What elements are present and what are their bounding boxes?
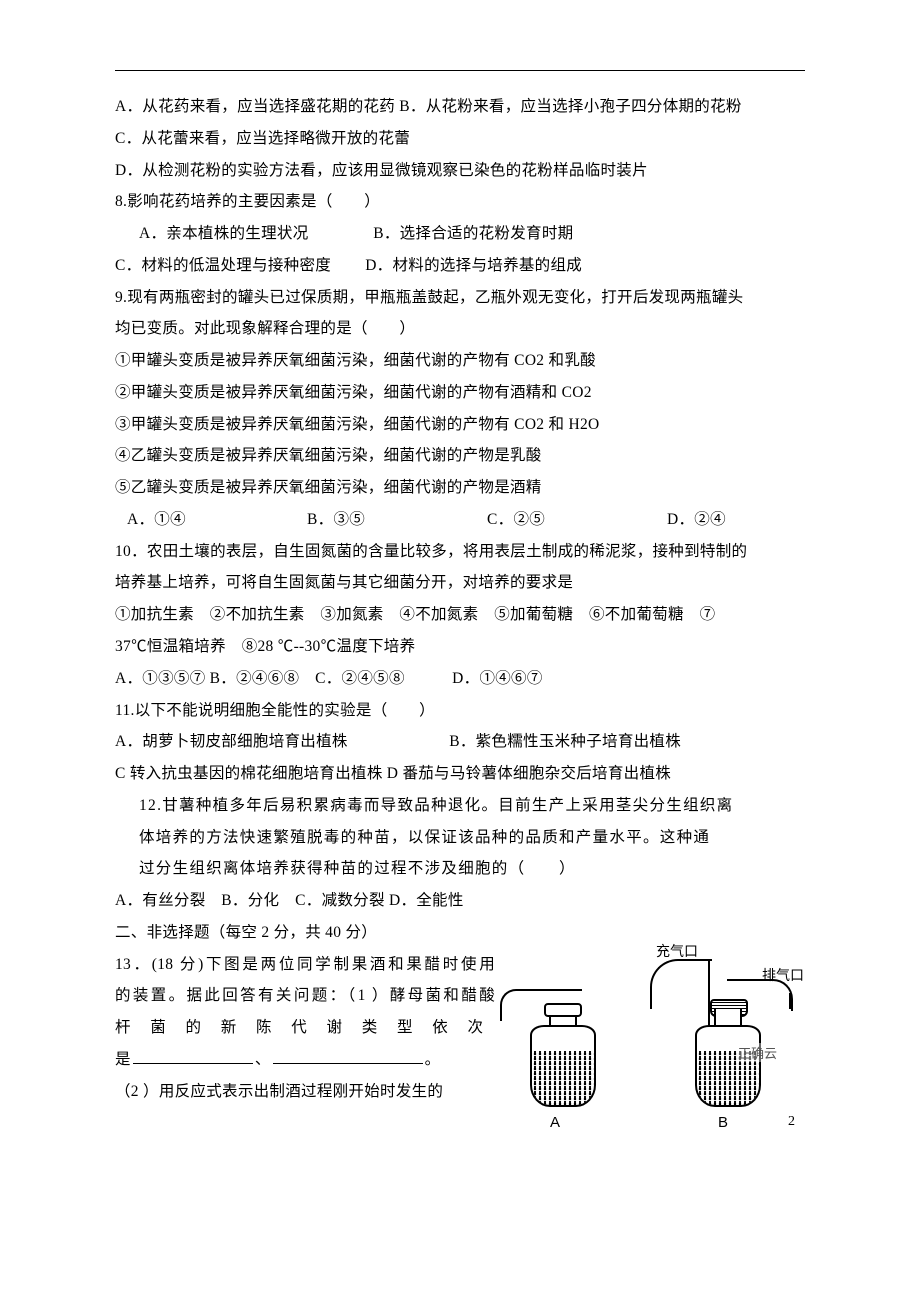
q10-conds2: 37℃恒温箱培养 ⑧28 ℃--30℃温度下培养 (115, 631, 805, 663)
q10-stem2: 培养基上培养，可将自生固氮菌与其它细菌分开，对培养的要求是 (115, 567, 805, 599)
watermark-text: 正确云 (738, 1043, 777, 1062)
q9-s3: ③甲罐头变质是被异养厌氧细菌污染，细菌代谢的产物有 CO2 和 H2O (115, 409, 805, 441)
q13-block: 13．(18 分)下图是两位同学制果酒和果醋时使用 的装置。据此回答有关问题：（… (115, 949, 805, 1108)
q12-opts: A．有丝分裂 B．分化 C．减数分裂 D．全能性 (115, 885, 805, 917)
q9-opt-b: B．③⑤ (307, 504, 487, 536)
q11-opt-a: A．胡萝卜韧皮部细胞培育出植株 (115, 726, 445, 758)
q7-opt-a-b: A．从花药来看，应当选择盛花期的花药 B．从花粉来看，应当选择小孢子四分体期的花… (115, 91, 805, 123)
q12-stem2: 体培养的方法快速繁殖脱毒的种苗，以保证该品种的品质和产量水平。这种通 (115, 822, 805, 854)
page-number: 2 (788, 1114, 795, 1130)
bottle-a-body (530, 1025, 596, 1107)
q7-opt-d: D．从检测花粉的实验方法看，应该用显微镜观察已染色的花粉样品临时装片 (115, 155, 805, 187)
q12-stem3: 过分生组织离体培养获得种苗的过程不涉及细胞的（ ） (115, 853, 805, 885)
top-rule (115, 70, 805, 71)
q9-opt-a: A．①④ (127, 504, 307, 536)
q8-opt-d: D．材料的选择与培养基的组成 (365, 257, 582, 274)
figure-label-a: A (550, 1114, 560, 1131)
blank-2 (273, 1047, 423, 1064)
outlet-tube-down (789, 993, 791, 1009)
q13-l2: 的装置。据此回答有关问题：（1 ）酵母菌和醋酸 (115, 980, 495, 1012)
q10-opts: A．①③⑤⑦ B．②④⑥⑧ C．②④⑤⑧ D．①④⑥⑦ (115, 663, 805, 695)
q11-opt-cd: C 转入抗虫基因的棉花细胞培育出植株 D 番茄与马铃薯体细胞杂交后培育出植株 (115, 758, 805, 790)
q13-l4: 是 、 。 (115, 1044, 495, 1076)
q8-opt-b: B．选择合适的花粉发育时期 (373, 225, 573, 242)
q9-s5: ⑤乙罐头变质是被异养厌氧细菌污染，细菌代谢的产物是酒精 (115, 472, 805, 504)
q9-s4: ④乙罐头变质是被异养厌氧细菌污染，细菌代谢的产物是乳酸 (115, 440, 805, 472)
q8-row1: A．亲本植株的生理状况 B．选择合适的花粉发育时期 (115, 218, 805, 250)
q13-l3: 杆菌的新陈代谢类型依次 (115, 1012, 495, 1044)
q12-stem1: 12.甘薯种植多年后易积累病毒而导致品种退化。目前生产上采用茎尖分生组织离 (115, 790, 805, 822)
q10-stem1: 10．农田土壤的表层，自生固氮菌的含量比较多，将用表层土制成的稀泥浆，接种到特制… (115, 536, 805, 568)
q9-stem2: 均已变质。对此现象解释合理的是（ ） (115, 313, 805, 345)
q9-opt-d: D．②④ (667, 504, 726, 536)
q9-opts: A．①④ B．③⑤ C．②⑤ D．②④ (115, 504, 805, 536)
bottle-a (530, 1009, 592, 1107)
q10-conds1: ①加抗生素 ②不加抗生素 ③加氮素 ④不加氮素 ⑤加葡萄糖 ⑥不加葡萄糖 ⑦ (115, 599, 805, 631)
q9-s2: ②甲罐头变质是被异养厌氧细菌污染，细菌代谢的产物有酒精和 CO2 (115, 377, 805, 409)
q8-opt-c: C．材料的低温处理与接种密度 (115, 250, 361, 282)
q13-l4c: 。 (425, 1051, 441, 1068)
q9-opt-c: C．②⑤ (487, 504, 667, 536)
q13-l1: 13．(18 分)下图是两位同学制果酒和果醋时使用 (115, 949, 495, 981)
q13-l4b: 、 (255, 1051, 271, 1068)
q13-l4a: 是 (115, 1051, 131, 1068)
q13-l5: （2 ）用反应式表示出制酒过程刚开始时发生的 (115, 1076, 495, 1108)
bottle-b-body (695, 1025, 761, 1107)
q9-stem1: 9.现有两瓶密封的罐头已过保质期，甲瓶瓶盖鼓起，乙瓶外观无变化，打开后发现两瓶罐… (115, 282, 805, 314)
q8-opt-a: A．亲本植株的生理状况 (139, 218, 369, 250)
q9-s1: ①甲罐头变质是被异养厌氧细菌污染，细菌代谢的产物有 CO2 和乳酸 (115, 345, 805, 377)
bottle-a-cap (544, 1003, 582, 1017)
bottle-a-fill (532, 1051, 594, 1105)
q7-opt-c: C．从花蕾来看，应当选择略微开放的花蕾 (115, 123, 805, 155)
inlet-tube (650, 959, 712, 1009)
q8-stem: 8.影响花药培养的主要因素是（ ） (115, 186, 805, 218)
q11-stem: 11.以下不能说明细胞全能性的实验是（ ） (115, 695, 805, 727)
q11-opt-b: B．紫色糯性玉米种子培育出植株 (449, 733, 681, 750)
blank-1 (133, 1047, 253, 1064)
inlet-label: 充气口 (656, 941, 698, 961)
apparatus-figure: 充气口 排气口 正确云 A B (500, 949, 815, 1139)
section2-heading: 二、非选择题（每空 2 分，共 40 分） (115, 917, 805, 949)
q8-row2: C．材料的低温处理与接种密度 D．材料的选择与培养基的组成 (115, 250, 805, 282)
q11-row1: A．胡萝卜韧皮部细胞培育出植株 B．紫色糯性玉米种子培育出植株 (115, 726, 805, 758)
figure-label-b: B (718, 1114, 728, 1131)
